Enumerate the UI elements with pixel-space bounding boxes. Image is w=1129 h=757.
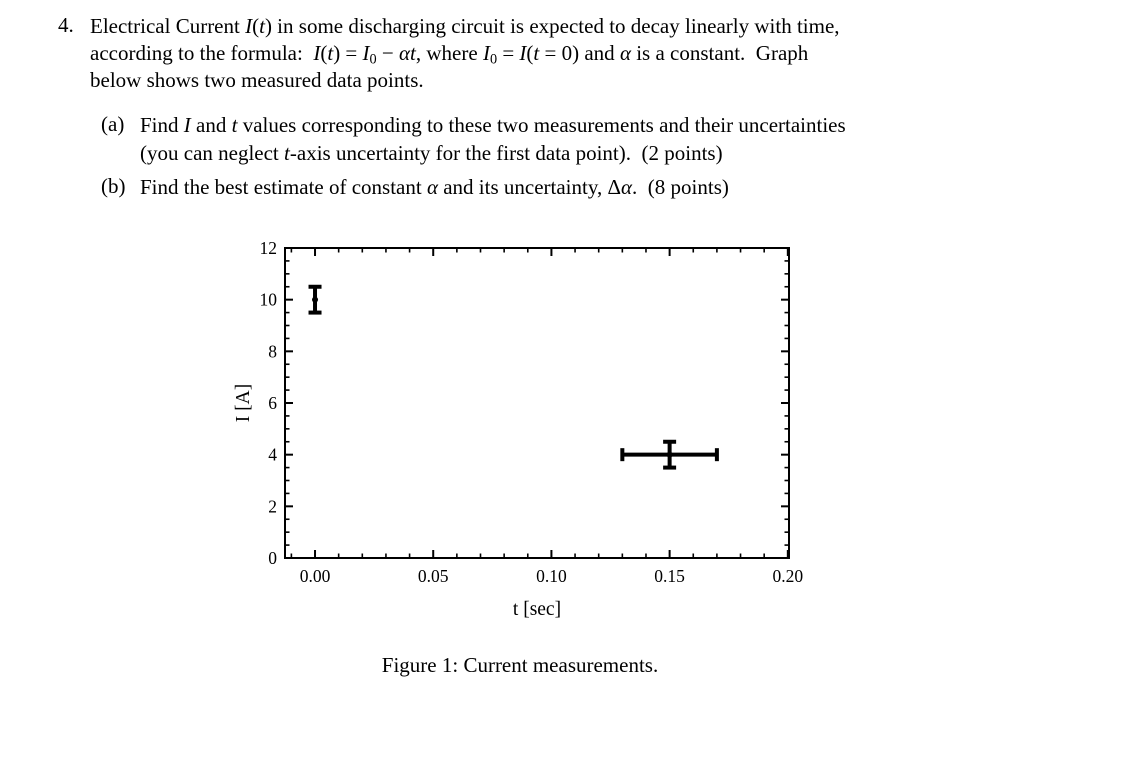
math-segment: 0: [489, 51, 498, 68]
text-segment: and its uncertainty, Δ: [437, 175, 621, 199]
y-tick-label-6: 6: [268, 393, 277, 413]
x-tick-label-0.05: 0.05: [418, 566, 449, 586]
text-segment: ) =: [333, 41, 363, 65]
text-segment: =: [497, 41, 520, 65]
x-tick-label-0.15: 0.15: [654, 566, 685, 586]
math-segment: t: [327, 41, 334, 65]
text-segment: according to the formula:: [90, 41, 314, 65]
problem-line-2: according to the formula: I(t) = I0 − αt…: [90, 40, 808, 74]
y-tick-label-2: 2: [268, 496, 277, 516]
figure-chart-svg: 0.00 0.05 0.10 0.15 0.20 0 2 4 6 8 10 12 t [sec] I [A…: [233, 238, 804, 620]
text-segment: values corresponding to these two measur…: [237, 113, 846, 137]
x-tick-label-0.10: 0.10: [536, 566, 567, 586]
math-segment: α: [619, 41, 631, 65]
text-segment: Find: [140, 113, 184, 137]
text-segment: = 0) and: [539, 41, 620, 65]
text-segment: (you can neglect: [140, 141, 285, 165]
text-segment: (: [320, 41, 328, 65]
x-tick-label-0.00: 0.00: [300, 566, 331, 586]
item-b-line-1: Find the best estimate of constant α and…: [140, 174, 729, 201]
y-tick-label-0: 0: [268, 548, 277, 568]
plot-frame: [284, 247, 790, 559]
text-segment: . (8 points): [632, 175, 729, 199]
math-segment: t: [231, 113, 238, 137]
text-segment: is a constant. Graph: [630, 41, 809, 65]
math-segment: α: [426, 175, 438, 199]
math-segment: I: [519, 41, 527, 65]
problem-line-3: below shows two measured data points.: [90, 67, 424, 94]
text-segment: (: [526, 41, 534, 65]
math-segment: t: [259, 14, 265, 38]
x-tick-label-0.20: 0.20: [773, 566, 804, 586]
x-axis-title: t [sec]: [513, 599, 561, 620]
math-segment: 0: [369, 51, 377, 68]
text-segment: -axis uncertainty for the first data poi…: [289, 141, 723, 165]
item-a-line-1: Find I and t values corresponding to the…: [140, 112, 846, 139]
item-a-line-2: (you can neglect t-axis uncertainty for …: [140, 140, 723, 167]
math-segment: I: [313, 41, 321, 65]
text-segment: and: [190, 113, 232, 137]
math-segment: I: [362, 41, 370, 65]
text-segment: below shows two measured data points.: [90, 68, 424, 92]
math-segment: I: [482, 41, 490, 65]
data-point-2-marker: [666, 451, 673, 458]
item-a-label: (a): [101, 112, 125, 136]
text-segment: −: [376, 41, 400, 65]
data-point-1-marker: [312, 296, 319, 303]
text-segment: (: [252, 14, 260, 38]
math-segment: αt: [399, 41, 416, 65]
math-segment: I: [183, 113, 191, 137]
math-segment: t: [284, 141, 290, 165]
figure-caption: Figure 1: Current measurements.: [381, 653, 659, 677]
y-tick-label-10: 10: [260, 290, 278, 310]
y-tick-label-12: 12: [260, 238, 278, 258]
y-tick-label-8: 8: [268, 341, 277, 361]
text-segment: Find the best estimate of constant: [140, 175, 427, 199]
y-tick-label-4: 4: [268, 445, 277, 465]
text-segment: , where: [415, 41, 483, 65]
item-b-label: (b): [101, 174, 126, 198]
problem-number: 4.: [58, 13, 74, 37]
text-segment: ) in some discharging circuit is expecte…: [264, 14, 840, 38]
y-axis-title: I [A]: [233, 384, 254, 422]
problem-line-1: Electrical Current I(t) in some discharg…: [90, 13, 840, 40]
text-segment: Electrical Current: [90, 14, 246, 38]
math-segment: t: [533, 41, 540, 65]
math-segment: I: [245, 14, 253, 38]
math-segment: α: [621, 175, 633, 199]
